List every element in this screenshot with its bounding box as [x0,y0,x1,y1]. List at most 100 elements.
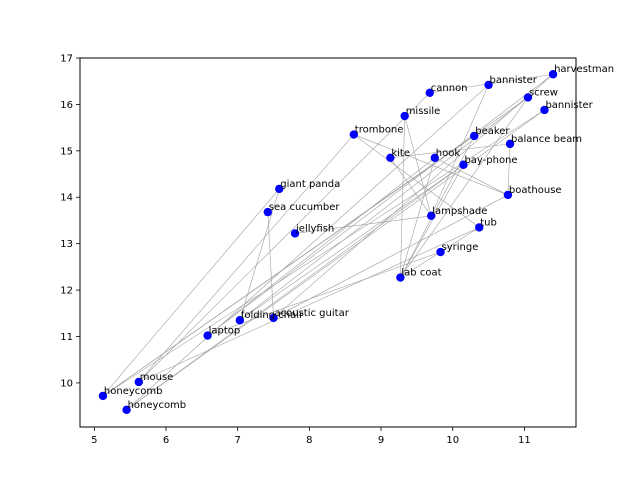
edge-line [102,188,280,397]
data-point [269,313,278,323]
edge-line [273,74,554,319]
y-tick-label: 11 [60,332,73,343]
y-tick-label: 14 [60,193,73,204]
edge-line [400,164,464,278]
edge-line [353,134,509,196]
edge-line [138,92,430,383]
data-point [548,70,558,79]
point-label: laptop [209,326,241,337]
edge-line [273,194,509,319]
edge-line [404,115,432,216]
point-label: kite [391,148,410,159]
data-point [263,207,272,217]
data-point [275,184,284,194]
edge-line [239,97,529,321]
axes-frame [79,57,577,428]
point-label: honeycomb [128,400,187,411]
edge-line [507,143,511,195]
point-label: lab coat [401,268,441,279]
data-point [98,391,108,401]
data-point [503,190,513,200]
data-point [396,273,405,282]
point-label: syringe [442,242,479,253]
edge-line [434,157,509,196]
point-label: sea cucumber [269,202,341,213]
edge-line [390,143,511,159]
point-label: folding chair [241,310,304,321]
data-point [427,211,436,221]
data-point [523,93,533,102]
x-tick-label: 7 [235,435,241,446]
x-tick-label: 6 [163,435,169,446]
edge-line [138,134,355,383]
point-label: tub [480,217,497,228]
data-point [470,131,479,141]
data-point [290,229,300,238]
point-label: hook [436,148,461,159]
data-point [484,80,493,90]
edge-line [294,215,432,234]
point-label: balance beam [511,134,582,145]
data-point [540,105,549,115]
data-point [235,316,245,325]
point-label: bannister [545,100,593,111]
point-label: lampshade [432,206,487,217]
edge-line [126,164,464,411]
y-tick-label: 17 [60,54,73,65]
point-label: mouse [140,372,174,383]
edge-line [126,84,489,411]
points-layer [98,70,558,415]
edge-line [207,157,435,336]
data-point [505,139,515,149]
x-tick-label: 11 [518,435,531,446]
edge-line [400,97,529,278]
data-point [459,160,468,169]
data-point [436,247,445,257]
y-tick-label: 10 [60,378,73,389]
point-label: missile [406,106,441,117]
point-label: cannon [431,83,468,94]
x-tick-label: 9 [378,435,384,446]
x-tick-label: 8 [306,435,312,446]
data-point [122,405,131,415]
data-point [475,223,484,232]
edge-line [126,109,545,411]
x-tick-label: 5 [91,435,97,446]
point-label: jellyfish [295,223,334,234]
edge-line [400,135,475,278]
edge-line [239,188,280,321]
x-axis: 5 6 7 8 9 10 11 [91,427,531,446]
edge-line [102,135,475,397]
y-tick-label: 12 [60,286,73,297]
point-label: boathouse [509,185,562,196]
data-point [134,377,143,387]
data-point [349,130,359,139]
point-label: honeycomb [104,386,163,397]
data-point [203,331,212,340]
edge-line [102,109,545,397]
edge-line [138,227,480,383]
data-point [386,153,395,162]
point-label: acoustic guitar [275,308,350,319]
point-label: bannister [490,75,538,86]
edges-layer [102,73,554,411]
edge-line [353,134,480,228]
point-label: giant panda [280,179,340,190]
point-label: trombone [355,125,404,136]
edge-line [400,116,405,278]
data-point [425,88,434,98]
point-label: screw [529,87,558,98]
data-point [400,111,409,121]
edge-line [267,212,274,318]
y-tick-label: 15 [60,146,73,157]
y-tick-label: 13 [60,239,73,250]
data-point [430,153,439,162]
edge-line [207,74,554,336]
point-label: beaker [475,126,510,137]
point-label: bay-phone [464,155,517,166]
edge-line [390,157,432,216]
edge-line [430,84,489,216]
edge-line [239,164,464,321]
